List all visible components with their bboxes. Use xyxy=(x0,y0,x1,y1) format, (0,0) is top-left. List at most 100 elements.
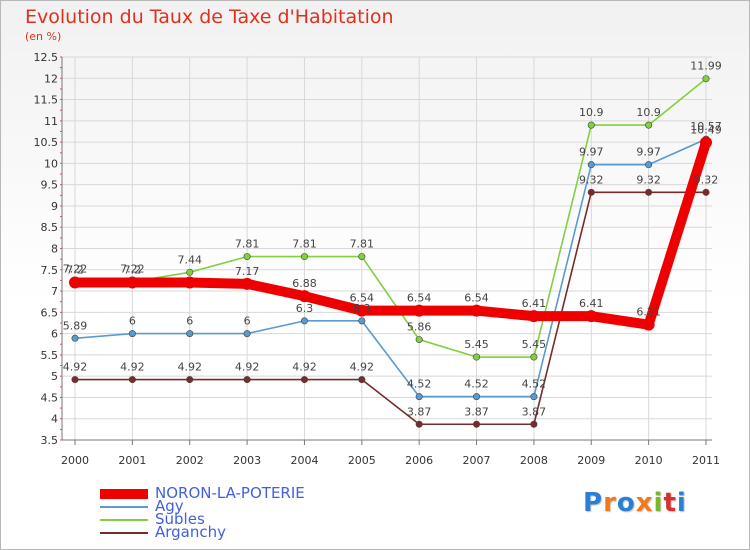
data-point xyxy=(702,75,710,83)
data-point xyxy=(702,188,710,196)
data-label: 7.17 xyxy=(235,265,260,278)
logo-letter: i xyxy=(653,488,664,518)
data-point xyxy=(355,304,368,317)
x-tick-label: 2005 xyxy=(348,454,376,467)
x-tick-label: 2003 xyxy=(233,454,261,467)
y-tick-label: 7 xyxy=(51,285,58,298)
data-label: 9.32 xyxy=(579,173,604,186)
logo-letter: o xyxy=(616,488,636,518)
data-label: 4.92 xyxy=(120,361,145,374)
data-point xyxy=(300,376,308,384)
data-label: 11.99 xyxy=(690,60,722,73)
data-point xyxy=(645,161,653,169)
data-point xyxy=(69,276,81,289)
data-label: 4.92 xyxy=(350,361,375,374)
legend-label-subles: Subles xyxy=(155,510,205,528)
logo-letter: i xyxy=(676,488,687,518)
data-label: 4.92 xyxy=(292,361,317,374)
data-label: 6 xyxy=(129,315,136,328)
data-label: 6.41 xyxy=(522,297,547,310)
data-label: 3.87 xyxy=(407,405,432,418)
data-point xyxy=(243,253,251,261)
data-label: 7.22 xyxy=(63,263,88,276)
data-label: 7.81 xyxy=(350,238,375,251)
data-label: 10.49 xyxy=(690,124,722,137)
data-point xyxy=(700,136,712,149)
data-point xyxy=(241,277,254,290)
y-tick-label: 12.5 xyxy=(34,51,59,64)
x-tick-label: 2010 xyxy=(635,454,663,467)
data-point xyxy=(530,420,538,428)
data-point xyxy=(128,376,136,384)
data-label: 4.92 xyxy=(63,361,88,374)
y-tick-label: 4.5 xyxy=(41,391,59,404)
x-tick-label: 2011 xyxy=(692,454,720,467)
logo-letter: x xyxy=(635,488,654,518)
x-tick-label: 2006 xyxy=(405,454,433,467)
data-point xyxy=(413,304,426,317)
data-label: 6.41 xyxy=(579,297,604,310)
data-point xyxy=(126,276,139,289)
legend-swatch-arganchy xyxy=(100,532,148,534)
y-tick-label: 9.5 xyxy=(41,179,59,192)
data-point xyxy=(71,376,79,384)
data-label: 9.97 xyxy=(636,146,661,159)
data-point xyxy=(415,393,423,401)
data-label: 6 xyxy=(244,315,251,328)
data-label: 10.9 xyxy=(636,106,661,119)
data-label: 9.32 xyxy=(694,173,719,186)
data-label: 4.92 xyxy=(235,361,260,374)
data-point xyxy=(473,393,481,401)
y-tick-label: 3.5 xyxy=(41,434,59,447)
data-point xyxy=(585,310,598,323)
y-tick-label: 6.5 xyxy=(41,306,59,319)
data-point xyxy=(183,276,196,289)
legend-swatch-noron xyxy=(100,489,148,499)
data-label: 6.54 xyxy=(350,292,375,305)
data-label: 6.21 xyxy=(636,306,661,319)
x-tick-label: 2004 xyxy=(290,454,318,467)
legend-label-agy: Agy xyxy=(155,497,184,515)
data-point xyxy=(128,330,136,338)
data-point xyxy=(300,253,308,261)
data-point xyxy=(415,420,423,428)
y-tick-label: 10.5 xyxy=(34,136,59,149)
data-label: 4.52 xyxy=(522,378,547,391)
data-point xyxy=(587,121,595,129)
data-point xyxy=(243,376,251,384)
legend-swatch-agy xyxy=(100,506,148,508)
data-point xyxy=(243,330,251,338)
data-point xyxy=(587,161,595,169)
data-label: 7.22 xyxy=(120,263,145,276)
data-point xyxy=(186,376,194,384)
series-line-subles xyxy=(74,77,707,358)
x-tick-label: 2009 xyxy=(577,454,605,467)
series-line-noron-la-poterie xyxy=(70,137,711,330)
data-label: 4.52 xyxy=(407,378,432,391)
data-label: 7.81 xyxy=(235,238,260,251)
data-label: 5.45 xyxy=(464,338,489,351)
series-line-agy xyxy=(74,138,707,398)
x-tick-label: 2001 xyxy=(118,454,146,467)
data-point xyxy=(470,304,483,317)
data-label: 5.45 xyxy=(522,338,547,351)
data-label: 9.97 xyxy=(579,146,604,159)
data-point xyxy=(587,188,595,196)
data-point xyxy=(527,310,540,323)
x-tick-label: 2007 xyxy=(463,454,491,467)
data-point xyxy=(358,253,366,261)
y-tick-label: 7.5 xyxy=(41,264,59,277)
legend-label-noron: NORON-LA-POTERIE xyxy=(155,484,305,502)
legend-swatch-subles xyxy=(100,519,148,521)
data-point xyxy=(415,336,423,344)
data-label: 5.86 xyxy=(407,321,432,334)
proxiti-logo: Proxiti xyxy=(583,488,687,518)
logo-letter: r xyxy=(603,488,617,518)
logo-letter: t xyxy=(663,488,677,518)
data-label: 10.9 xyxy=(579,106,604,119)
y-tick-label: 11 xyxy=(44,115,58,128)
y-tick-label: 8.5 xyxy=(41,221,59,234)
data-point xyxy=(358,376,366,384)
data-point xyxy=(530,353,538,361)
